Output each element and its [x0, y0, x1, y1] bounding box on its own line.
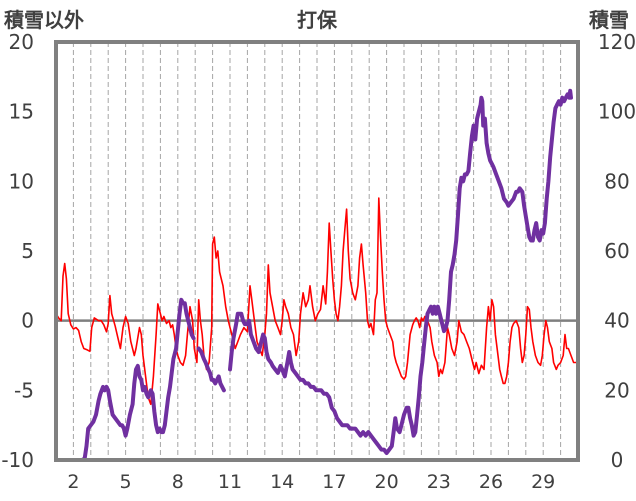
series-layer [54, 88, 579, 462]
x-tick-label: 2 [67, 471, 79, 493]
chart-title: 打保 [297, 8, 337, 32]
y-tick-label: -5 [14, 378, 34, 402]
x-tick-label: 23 [427, 471, 451, 493]
y-tick-label: 20 [9, 30, 34, 54]
x-tick-label: 17 [322, 471, 346, 493]
y2-tick-label: 0 [611, 448, 624, 472]
y2-tick-label: 80 [604, 169, 629, 193]
series-temp-line [55, 197, 579, 406]
y-tick-label: 15 [9, 100, 34, 124]
x-tick-label: 14 [270, 471, 294, 493]
y2-tick-label: 120 [598, 30, 636, 54]
x-tick-label: 8 [172, 471, 184, 493]
x-tick-label: 20 [375, 471, 399, 493]
tick-labels: -10 -5 0 5 10 15 20 0 20 40 60 80 100 120 2 5 8 11 14 17 20 2… [1, 30, 636, 493]
y2-tick-label: 100 [598, 100, 636, 124]
y-tick-label: 10 [9, 169, 34, 193]
x-tick-label: 29 [531, 471, 555, 493]
plot-frame [54, 40, 580, 462]
y-tick-label: -10 [1, 448, 34, 472]
right-axis-label: 積雪 [589, 8, 629, 32]
series-snow-line [54, 88, 573, 462]
grid-lines [72, 42, 562, 460]
x-tick-label: 26 [479, 471, 503, 493]
x-tick-label: 5 [120, 471, 132, 493]
y2-tick-label: 60 [604, 239, 629, 263]
y-tick-label: 0 [21, 309, 34, 333]
y2-tick-label: 40 [604, 309, 629, 333]
left-axis-label: 積雪以外 [4, 8, 84, 32]
x-tick-label: 11 [218, 471, 242, 493]
y-tick-label: 5 [21, 239, 34, 263]
y2-tick-label: 20 [604, 378, 629, 402]
